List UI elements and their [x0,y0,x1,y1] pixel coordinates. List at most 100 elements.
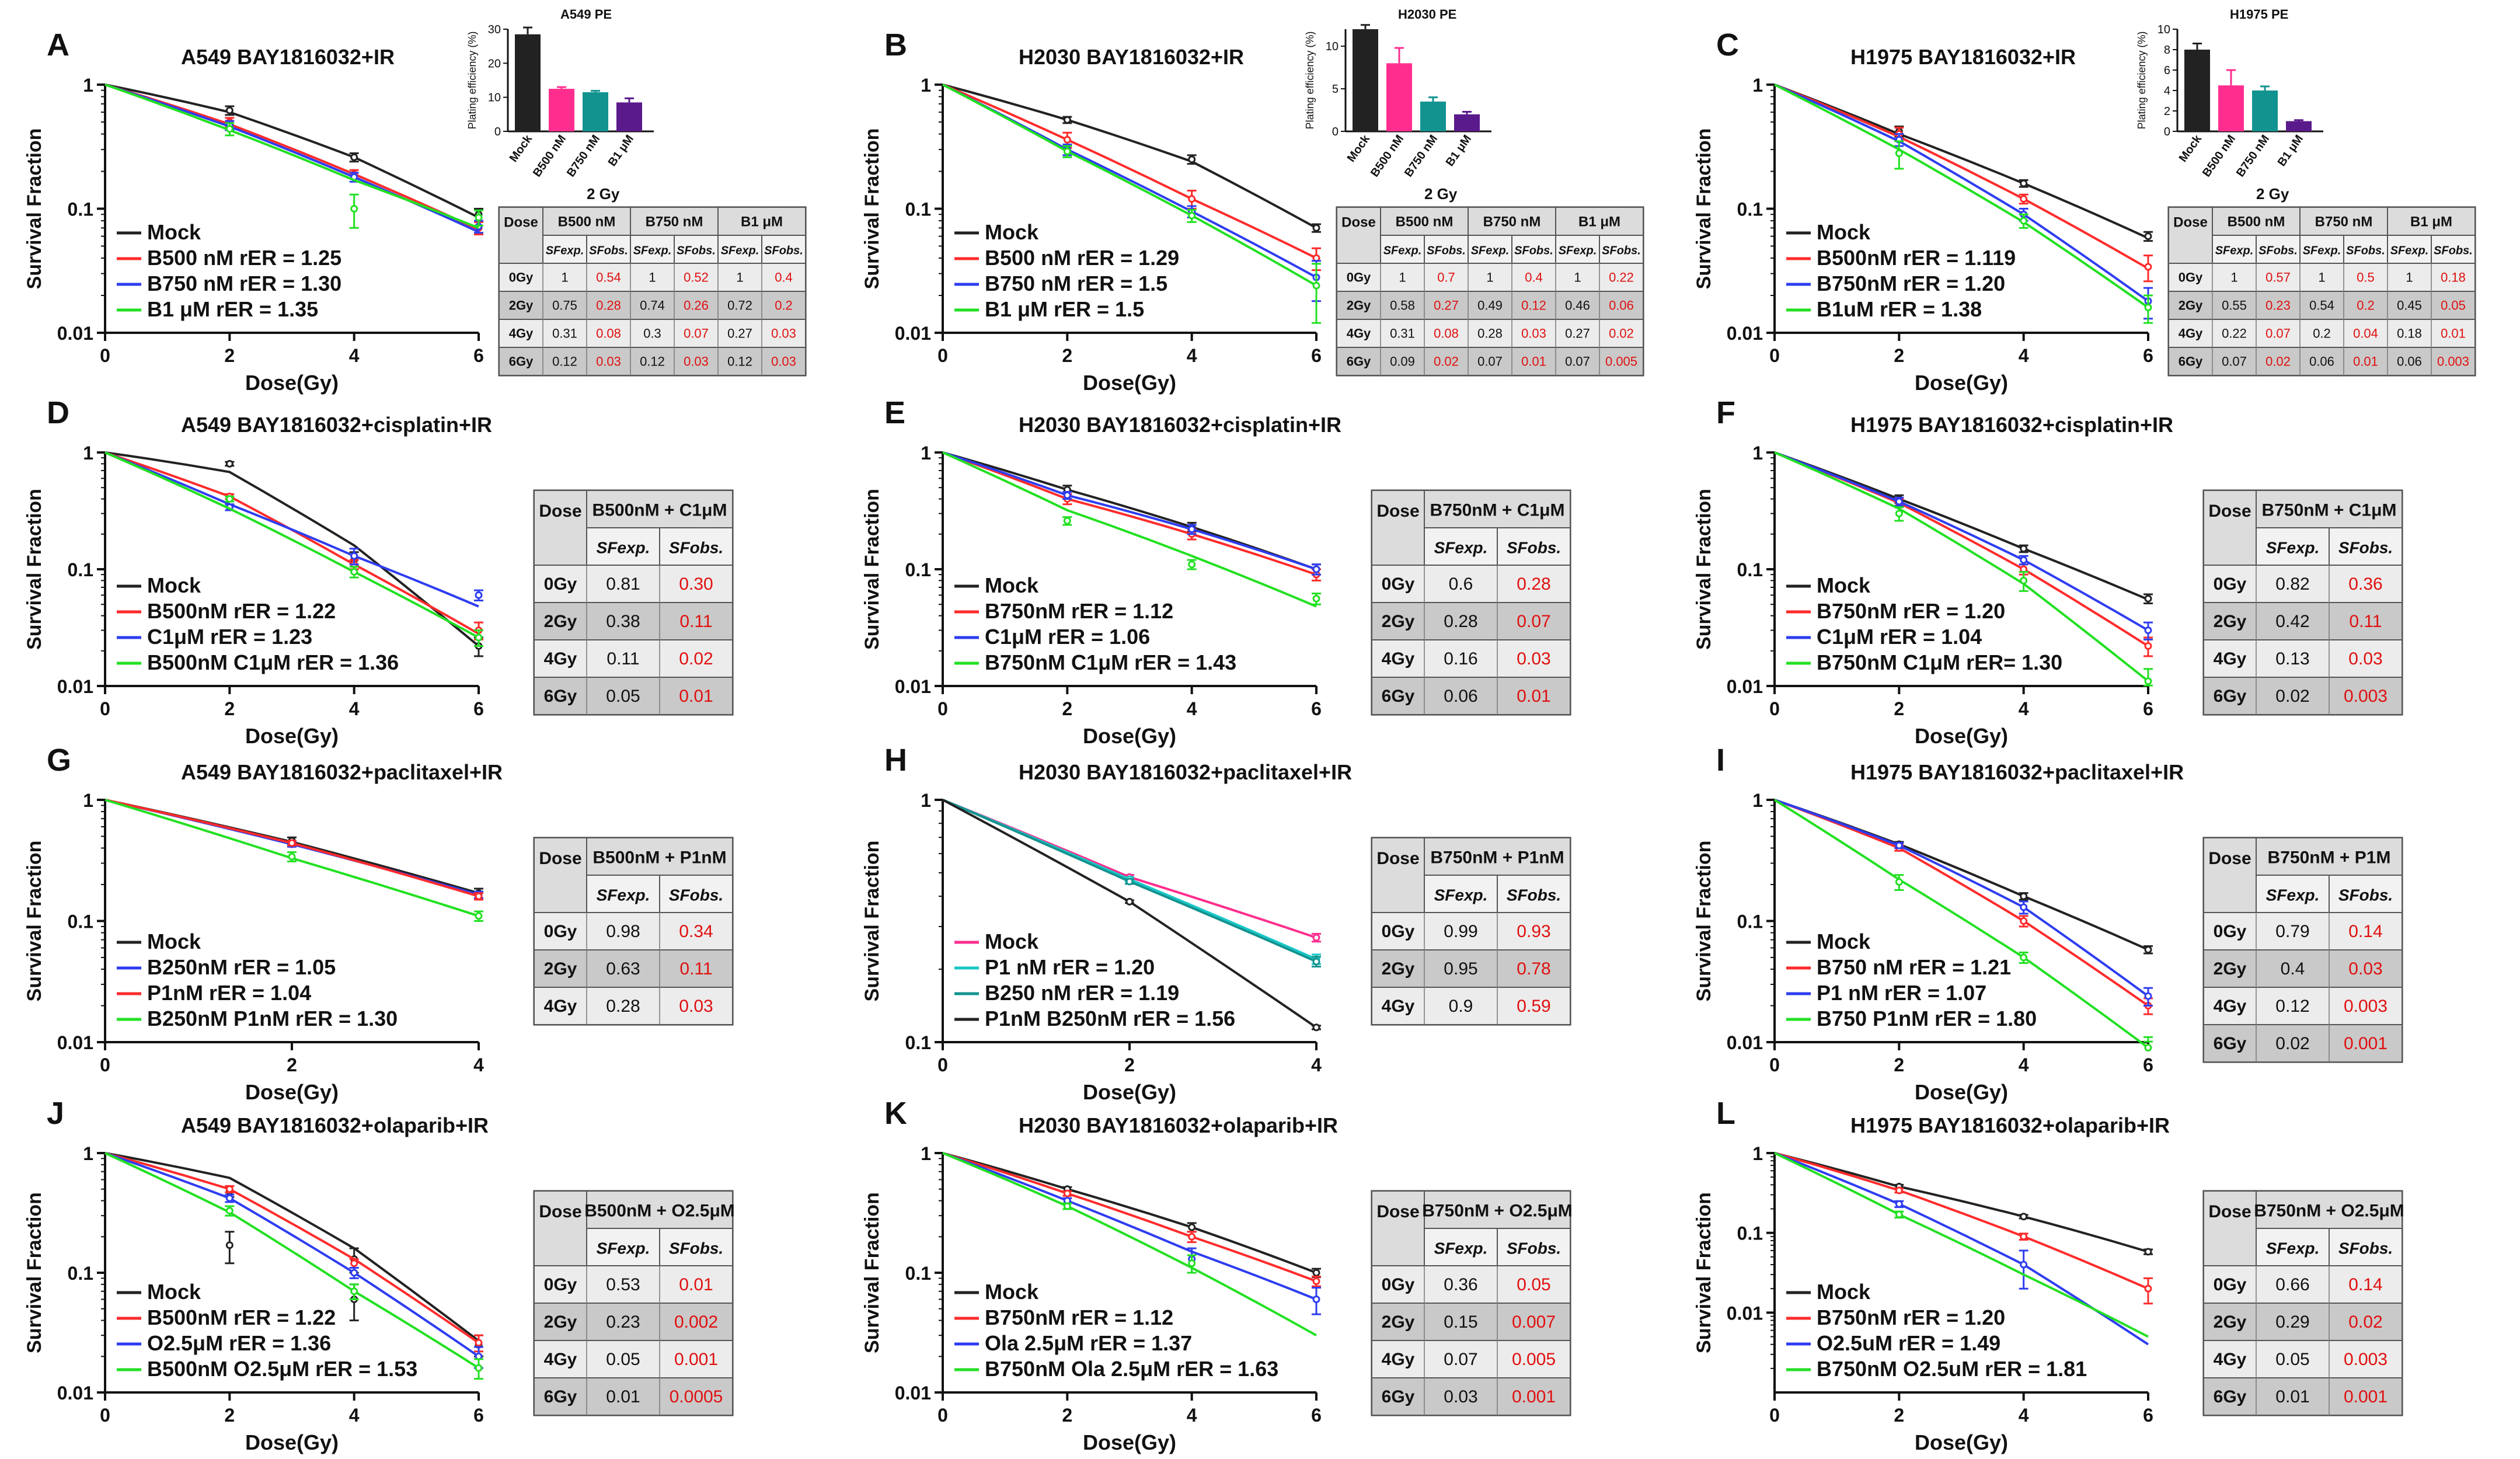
table-subhead-label: SFexp. [2266,539,2320,557]
y-axis-label: Survival Fraction [1693,128,1715,290]
data-point [2144,677,2152,685]
table-sfexp-cell: 0.15 [1444,1312,1477,1332]
table-row [1371,1303,1571,1341]
table-sfexp-cell: 1 [2230,270,2237,285]
x-axis-label: Dose(Gy) [245,724,339,748]
data-point [350,552,358,560]
table-sfobs-cell: 0.36 [2348,574,2382,594]
inset-y-tick-label: 10 [1326,40,1339,53]
table-subhead-label: SFexp. [1559,245,1597,257]
table-dose-label: Dose [1376,502,1419,521]
panel-c: C H1975 BAY1816032+IR 1 0.1 0.01 0 2 4 6 Dose(Gy)… [1693,7,2476,395]
panel-letter: G [47,743,71,778]
inset-title: A549 PE [560,7,612,22]
table-subheader [1511,235,1556,264]
table-subheader [2387,235,2432,264]
table-sfobs-cell: 0.08 [596,326,621,341]
series-line-2 [1774,451,2149,632]
table-sfexp-cell: 0.02 [2275,1034,2309,1053]
table-group-label: B500 nM [558,214,616,230]
data-point [1895,878,1903,886]
y-tick-label: 0.01 [1727,676,1763,697]
data-point [1895,510,1903,518]
series-line-3 [942,83,1317,287]
inset-category-label: B500 nM [2200,133,2238,179]
legend-label: B750nM C1μM rER = 1.43 [985,650,1236,674]
y-tick-label: 1 [1752,1143,1763,1164]
table-subhead-label: SFobs. [669,886,723,904]
data-point [475,633,483,642]
table-group-label: B750 nM [646,214,703,230]
series-line-3 [104,451,479,639]
x-tick-label: 2 [1062,698,1072,719]
table-sfobs-cell: 0.05 [1517,1275,1550,1294]
table-subhead-label: SFexp. [2390,245,2429,257]
table-row [534,1303,733,1341]
table-row [2203,912,2403,950]
series-line-0 [1774,451,2149,601]
table-subheader [2329,875,2403,913]
table-dose-cell: 4Gy [544,997,577,1016]
data-point [1895,1210,1903,1218]
table-heading: 2 Gy [2256,185,2289,203]
panel-title: H2030 BAY1816032+olaparib+IR [1019,1113,1338,1137]
table-row [534,949,733,988]
table-group-label: B750 nM [1483,214,1541,230]
table-row [1371,987,1571,1025]
table-sfexp-cell: 0.07 [1477,354,1503,369]
table-sfobs-cell: 0.003 [2344,687,2387,706]
x-tick-label: 0 [1769,1405,1780,1426]
table-row [534,565,733,603]
y-tick-label: 0.01 [57,323,93,344]
table-dose-cell: 0Gy [1382,1275,1415,1294]
y-tick-label: 1 [1752,443,1763,464]
table-subhead-label: SFobs. [677,245,716,257]
table-row [2168,347,2476,376]
x-tick-label: 4 [2019,698,2029,719]
table-subheader [2256,875,2330,913]
legend-label: B250 nM rER = 1.19 [985,981,1179,1005]
data-point [1312,1295,1320,1303]
table-row [1336,291,1644,320]
x-axis-label: Dose(Gy) [1915,1430,2008,1454]
panel-a: A A549 BAY1816032+IR 1 0.1 0.01 0 2 4 6 Dose(Gy) S… [23,7,807,395]
data-point [1312,281,1320,290]
panel-letter: D [47,395,69,430]
table-dose-header [534,1190,587,1266]
data-point [1063,135,1071,144]
panel-e: E H2030 BAY1816032+cisplatin+IR 1 0.1 0.01 0 2… [861,395,1571,748]
table-group-label: B750 nM [2315,214,2373,230]
table-row [1371,677,1571,715]
data-point [475,213,483,221]
data-point [1063,1189,1071,1197]
table-subheader [659,527,733,566]
table-row [2203,987,2403,1025]
inset-y-label: Plating efficiency (%) [466,32,478,130]
x-tick-label: 6 [2143,345,2153,366]
data-point [225,459,233,468]
series-line-3 [104,83,479,229]
table-row [534,677,733,715]
table-sfobs-cell: 0.01 [679,687,713,706]
x-axis-label: Dose(Gy) [245,1430,339,1454]
table-dose-header [2168,207,2213,264]
table-dose-label: Dose [539,502,581,521]
table-row [1371,602,1571,640]
table-row [1371,1340,1571,1378]
legend-label: B750nM rER = 1.20 [1817,1305,2005,1329]
table-subheader [761,235,806,264]
table-sfexp-cell: 0.6 [1449,574,1473,594]
legend-label: B500nM rER = 1.119 [1817,246,2016,270]
table-row [1336,263,1644,292]
table-sfexp-cell: 0.63 [606,959,640,979]
table-group-header [586,490,733,528]
table-sfexp-cell: 0.16 [1444,649,1477,668]
series-line-1 [942,451,1317,576]
table-sfexp-cell: 0.01 [606,1387,640,1406]
table-dose-label: Dose [1376,1202,1419,1221]
table-sfobs-cell: 0.14 [2348,1275,2382,1294]
data-point [350,1259,358,1268]
sf-table: 2 Gy Dose B500 nM SFexp. SFobs. B750 nM SFexp.… [1336,185,1644,377]
series-line-3 [1773,799,2149,1049]
